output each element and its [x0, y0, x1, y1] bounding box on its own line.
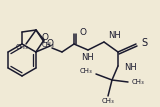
Text: NH: NH — [124, 63, 137, 73]
Text: S: S — [141, 38, 147, 48]
Text: CH₃: CH₃ — [79, 68, 92, 74]
Text: CH₃: CH₃ — [102, 98, 114, 104]
Text: O: O — [41, 33, 48, 42]
Text: NH: NH — [82, 53, 94, 62]
Text: CH₃: CH₃ — [42, 42, 54, 48]
Text: NH: NH — [108, 31, 121, 41]
Text: CH₃: CH₃ — [16, 44, 28, 50]
Text: O: O — [79, 27, 86, 36]
Text: CH₃: CH₃ — [132, 79, 145, 85]
Text: O: O — [47, 39, 53, 48]
